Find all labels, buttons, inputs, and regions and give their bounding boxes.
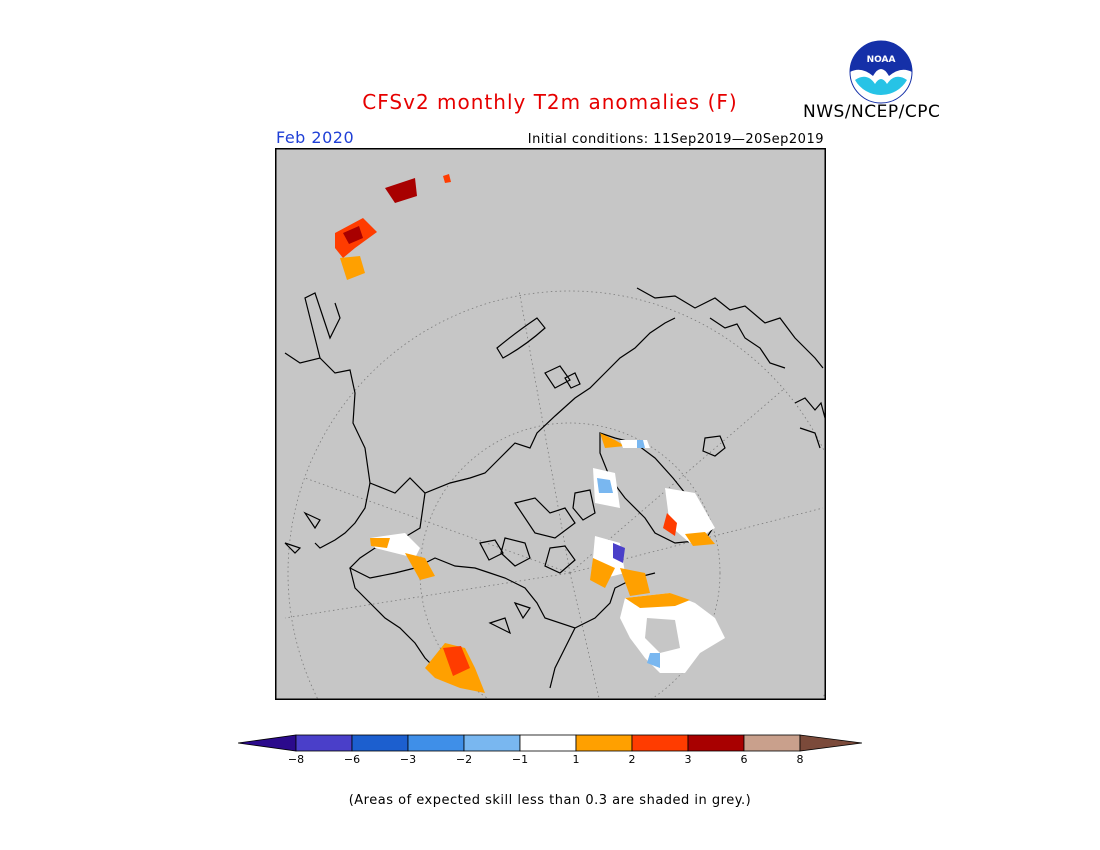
colorbar-segment <box>631 734 689 752</box>
skill-footnote: (Areas of expected skill less than 0.3 a… <box>348 793 752 808</box>
logo-text: NOAA <box>867 55 896 65</box>
colorbar-segment <box>687 734 745 752</box>
chart-title: CFSv2 monthly T2m anomalies (F) <box>362 90 738 114</box>
colorbar-segment <box>519 734 577 752</box>
colorbar-segment <box>799 734 862 752</box>
colorbar <box>238 734 862 752</box>
colorbar-ticks: −8 −6 −3 −2 −1 1 2 3 6 8 <box>0 753 1100 769</box>
colorbar-segment <box>295 734 353 752</box>
organization-label: NWS/NCEP/CPC <box>803 102 941 122</box>
map-frame <box>275 148 826 700</box>
colorbar-segment <box>351 734 409 752</box>
colorbar-segment <box>575 734 633 752</box>
colorbar-tick-label: 3 <box>684 753 692 766</box>
map-background <box>275 148 826 700</box>
noaa-logo-icon: NOAA <box>849 40 913 104</box>
colorbar-tick-label: 6 <box>740 753 748 766</box>
initial-conditions-label: Initial conditions: 11Sep2019—20Sep2019 <box>527 132 824 147</box>
colorbar-segment <box>407 734 465 752</box>
colorbar-tick-label: −3 <box>399 753 417 766</box>
colorbar-tick-label: −2 <box>455 753 473 766</box>
colorbar-tick-label: 2 <box>628 753 636 766</box>
colorbar-segment <box>238 734 297 752</box>
colorbar-segment <box>463 734 521 752</box>
colorbar-segment <box>743 734 801 752</box>
polar-map <box>275 148 826 700</box>
colorbar-tick-label: 1 <box>572 753 580 766</box>
coastlines <box>284 287 826 689</box>
colorbar-tick-label: −8 <box>287 753 305 766</box>
forecast-month-label: Feb 2020 <box>276 128 355 147</box>
colorbar-tick-label: −1 <box>511 753 529 766</box>
anomaly-shading <box>335 174 725 693</box>
colorbar-tick-label: 8 <box>796 753 804 766</box>
colorbar-tick-label: −6 <box>343 753 361 766</box>
